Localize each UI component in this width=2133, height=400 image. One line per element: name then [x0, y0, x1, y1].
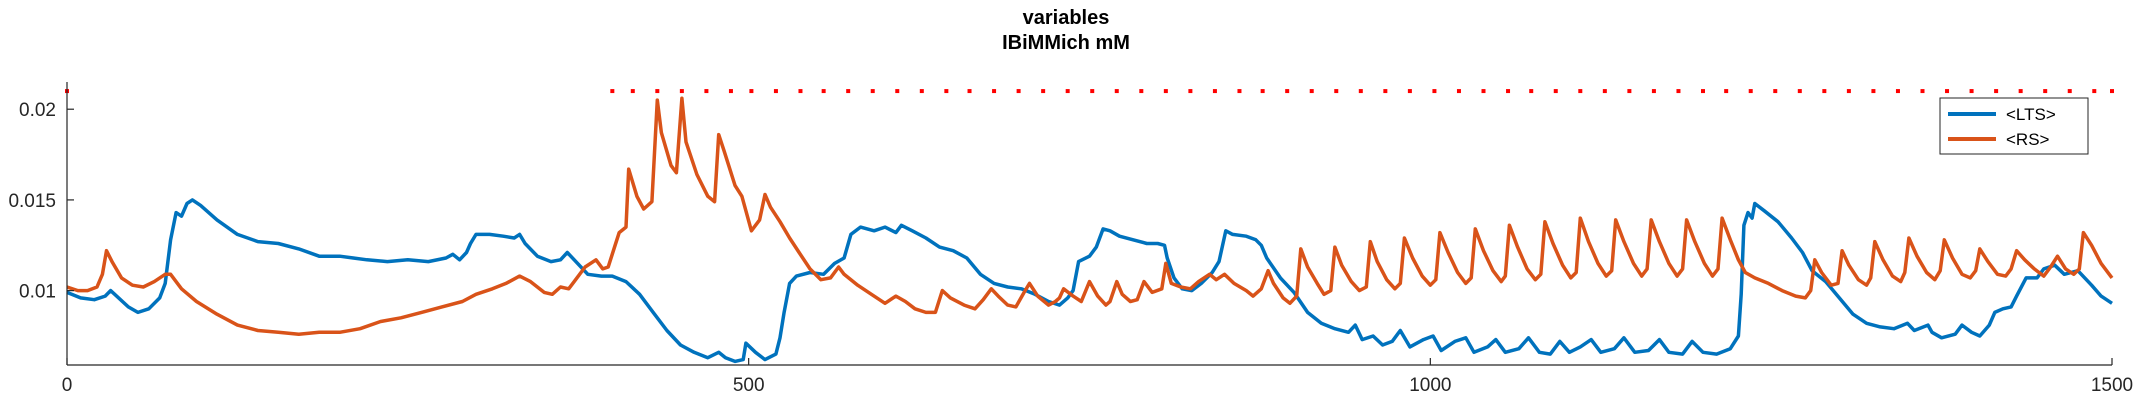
x-tick-label: 1000	[1409, 375, 1451, 396]
marker-point	[1945, 89, 1950, 94]
x-tick-label: 1500	[2091, 375, 2133, 396]
marker-point	[2092, 89, 2097, 94]
marker-point	[1797, 89, 1802, 94]
marker-point	[773, 89, 778, 94]
marker-row	[65, 89, 2114, 94]
marker-point	[2018, 89, 2023, 94]
marker-point	[1065, 89, 1070, 94]
marker-point	[2043, 89, 2048, 94]
chart-title: variables	[1023, 7, 1110, 29]
plot-area	[66, 96, 2114, 364]
marker-point	[1285, 89, 1290, 94]
marker-point	[1553, 89, 1558, 94]
marker-point	[1383, 89, 1388, 94]
marker-point	[1701, 89, 1705, 94]
marker-point	[967, 89, 972, 94]
marker-point	[821, 89, 826, 94]
marker-point	[1041, 89, 1046, 94]
marker-point	[1676, 89, 1681, 94]
y-tick-label: 0.02	[19, 100, 56, 121]
legend-box	[1939, 97, 2089, 155]
legend-label-rs: <RS>	[2006, 130, 2050, 149]
marker-point	[1481, 89, 1486, 94]
marker-point	[1016, 89, 1021, 94]
marker-point	[1651, 89, 1656, 94]
marker-point	[655, 89, 660, 94]
marker-point	[1846, 89, 1851, 94]
marker-point	[1407, 89, 1412, 94]
marker-point	[1773, 89, 1778, 94]
marker-point	[1578, 89, 1583, 94]
marker-point	[1895, 89, 1900, 94]
marker-point	[2067, 89, 2072, 94]
marker-point	[1529, 89, 1534, 94]
marker-point	[749, 89, 754, 94]
marker-point	[1260, 89, 1265, 94]
legend: <LTS> <RS>	[1939, 97, 2089, 155]
marker-point	[610, 89, 615, 94]
marker-point	[2110, 89, 2114, 94]
marker-point	[1358, 89, 1363, 94]
marker-point	[1163, 89, 1168, 94]
axes	[66, 82, 2113, 366]
marker-point	[704, 89, 709, 94]
marker-point	[1309, 89, 1314, 94]
marker-point	[1748, 89, 1753, 94]
x-tick-label: 0	[62, 375, 73, 396]
marker-point	[846, 89, 851, 94]
y-tick-label: 0.015	[8, 191, 56, 212]
legend-label-lts: <LTS>	[2006, 105, 2056, 124]
marker-point	[1506, 89, 1511, 94]
marker-point	[992, 89, 997, 94]
marker-point	[1920, 89, 1925, 94]
marker-point	[1334, 89, 1339, 94]
tick-labels: 0 500 1000 1500 0.01 0.015 0.02	[8, 100, 2133, 396]
marker-point	[1237, 89, 1242, 94]
marker-point	[1090, 89, 1095, 94]
marker-point	[919, 89, 924, 94]
marker-point	[679, 89, 684, 94]
chart-subtitle: IBiMMich mM	[1002, 32, 1130, 54]
x-tick-label: 500	[733, 375, 765, 396]
marker-point	[895, 89, 900, 94]
marker-point	[798, 89, 803, 94]
marker-point	[1969, 89, 1974, 94]
marker-point	[1602, 89, 1607, 94]
marker-point	[870, 89, 875, 94]
marker-point	[1114, 89, 1119, 94]
marker-point	[728, 89, 733, 94]
marker-point	[1139, 89, 1144, 94]
marker-point	[1188, 89, 1193, 94]
marker-point	[1212, 89, 1217, 94]
marker-point	[1432, 89, 1437, 94]
y-tick-label: 0.01	[19, 282, 56, 303]
marker-point	[1871, 89, 1876, 94]
marker-point	[1627, 89, 1632, 94]
marker-point	[1724, 89, 1729, 94]
marker-point	[944, 89, 949, 94]
marker-point	[1994, 89, 1999, 94]
series-line-rs	[66, 96, 2114, 336]
marker-point	[630, 89, 635, 94]
marker-point	[1822, 89, 1827, 94]
series-line-lts	[66, 198, 2113, 364]
marker-point	[1456, 89, 1461, 94]
